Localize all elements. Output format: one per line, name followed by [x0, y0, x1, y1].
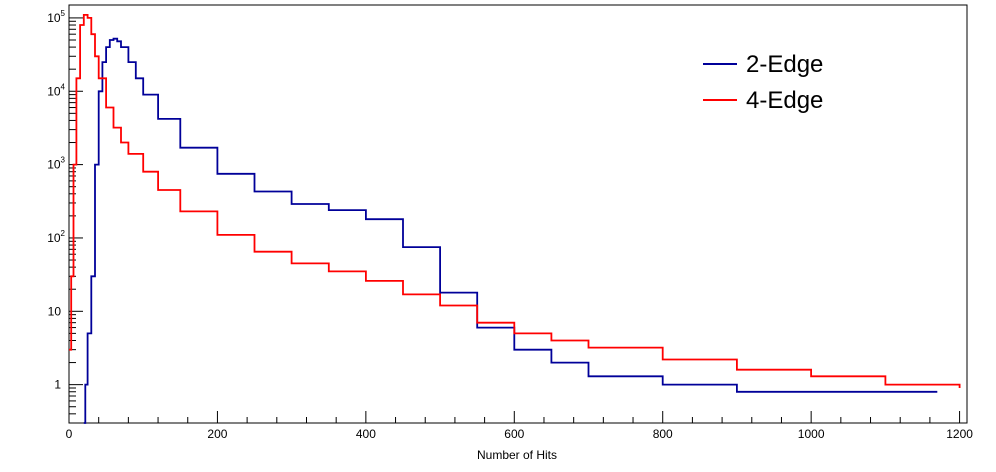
y-tick-label: 1 [54, 378, 61, 392]
y-tick-base: 10 [48, 304, 62, 318]
y-tick-label: 102 [47, 229, 65, 245]
series-line-4-edge [69, 14, 961, 388]
x-tick-label: 600 [504, 427, 524, 441]
y-tick-exponent: 3 [61, 156, 66, 165]
plot-frame [68, 4, 968, 424]
x-tick-label: 0 [66, 427, 73, 441]
y-tick-exponent: 4 [61, 82, 66, 91]
x-tick-label: 1000 [798, 427, 825, 441]
y-tick-label: 10 [48, 304, 62, 318]
x-tick-label: 400 [356, 427, 376, 441]
legend-label-4edge: 4-Edge [746, 87, 823, 114]
y-tick-base: 10 [47, 11, 61, 25]
x-tick-label: 1200 [946, 427, 973, 441]
y-tick-label: 104 [47, 82, 65, 98]
x-tick-label: 200 [207, 427, 227, 441]
x-tick-label: 800 [653, 427, 673, 441]
y-tick-base: 10 [47, 231, 61, 245]
y-tick-base: 10 [47, 158, 61, 172]
y-tick-base: 1 [54, 378, 61, 392]
y-tick-base: 10 [47, 84, 61, 98]
y-tick-label: 103 [47, 156, 65, 172]
x-axis-title: Number of Hits [477, 448, 557, 462]
series-line-2-edge [83, 37, 938, 424]
legend-label-2edge: 2-Edge [746, 51, 823, 78]
y-tick-exponent: 5 [61, 9, 66, 18]
y-tick-label: 105 [47, 9, 65, 25]
series [69, 14, 961, 424]
y-tick-exponent: 2 [61, 229, 66, 238]
legend: 2-Edge 4-Edge [703, 51, 823, 114]
